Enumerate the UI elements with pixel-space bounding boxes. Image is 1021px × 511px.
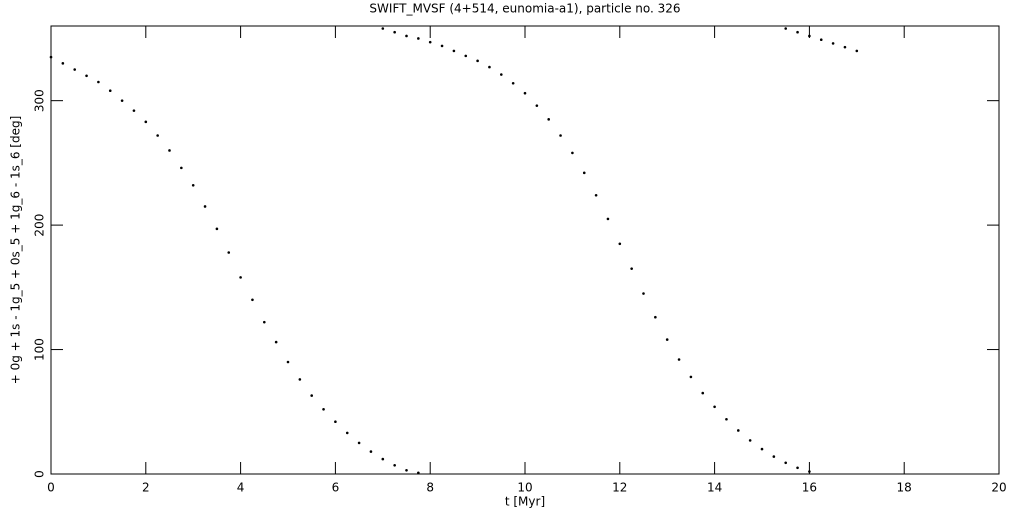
point — [772, 455, 776, 458]
point — [97, 80, 100, 84]
point — [642, 292, 645, 295]
point — [405, 468, 408, 472]
point — [452, 49, 456, 53]
point — [808, 470, 811, 473]
point — [559, 134, 562, 137]
point — [381, 27, 385, 30]
point — [322, 407, 325, 411]
point — [73, 68, 76, 71]
point — [689, 375, 693, 379]
point — [523, 91, 527, 95]
point — [251, 298, 254, 302]
point — [132, 109, 136, 112]
point — [701, 391, 705, 395]
point — [784, 461, 787, 465]
point — [334, 420, 337, 424]
point — [725, 417, 728, 421]
point — [571, 151, 574, 155]
point — [286, 360, 290, 364]
x-tick-label: 10 — [517, 481, 532, 495]
point — [677, 358, 681, 361]
point — [405, 34, 408, 38]
point — [737, 429, 740, 432]
x-tick-label: 4 — [237, 481, 245, 495]
point — [843, 45, 847, 49]
point — [393, 463, 396, 467]
point — [582, 171, 586, 175]
chart-title: SWIFT_MVSF (4+514, eunomia-a1), particle… — [369, 2, 680, 16]
point — [191, 183, 195, 187]
point — [855, 49, 859, 53]
point — [831, 42, 835, 45]
point — [85, 74, 88, 78]
point — [263, 320, 266, 324]
point — [61, 62, 65, 65]
x-tick-label: 8 — [426, 481, 434, 495]
point — [500, 73, 503, 76]
y-tick-label: 0 — [33, 470, 47, 478]
point — [381, 457, 385, 461]
point — [618, 242, 622, 246]
point — [713, 405, 716, 409]
point — [654, 315, 657, 319]
point — [511, 81, 515, 85]
point — [547, 118, 550, 121]
x-tick-label: 20 — [991, 481, 1006, 495]
x-tick-label: 0 — [47, 481, 55, 495]
point — [215, 227, 219, 231]
x-axis-label: t [Myr] — [505, 495, 545, 509]
y-axis-label: + 0g + 1s - 1g_5 + 0s_5 + 1g_6 - 1s_6 [d… — [9, 116, 23, 385]
point — [417, 37, 420, 40]
point — [180, 166, 183, 170]
point — [369, 450, 373, 453]
point — [49, 55, 53, 59]
point — [594, 193, 598, 197]
x-tick-label: 2 — [142, 481, 150, 495]
point — [144, 120, 148, 124]
y-tick-label: 300 — [33, 89, 47, 112]
point — [606, 217, 610, 221]
point — [393, 30, 396, 34]
point — [239, 276, 242, 279]
point — [476, 59, 479, 63]
point — [784, 27, 787, 30]
point — [760, 447, 764, 451]
y-tick-label: 100 — [33, 338, 47, 361]
point — [227, 251, 231, 254]
point — [819, 38, 823, 41]
point — [168, 149, 171, 152]
point — [203, 205, 207, 208]
y-tick-label: 200 — [33, 214, 47, 237]
point — [796, 30, 799, 34]
point — [357, 441, 361, 445]
point — [535, 104, 539, 107]
point — [630, 267, 633, 270]
point — [310, 394, 314, 397]
point — [120, 99, 124, 102]
x-tick-label: 18 — [897, 481, 912, 495]
x-tick-label: 12 — [612, 481, 627, 495]
point — [428, 40, 432, 44]
point — [440, 44, 444, 48]
point — [298, 378, 302, 381]
point — [156, 134, 159, 137]
point — [274, 340, 278, 344]
point — [748, 439, 752, 442]
point — [796, 466, 799, 470]
x-tick-label: 14 — [707, 481, 722, 495]
point — [345, 431, 349, 435]
point — [808, 34, 811, 38]
point — [464, 54, 468, 58]
x-tick-label: 16 — [802, 481, 817, 495]
point — [417, 471, 420, 475]
point — [665, 338, 669, 341]
point — [108, 89, 112, 93]
x-tick-label: 6 — [332, 481, 340, 495]
point — [488, 65, 491, 69]
